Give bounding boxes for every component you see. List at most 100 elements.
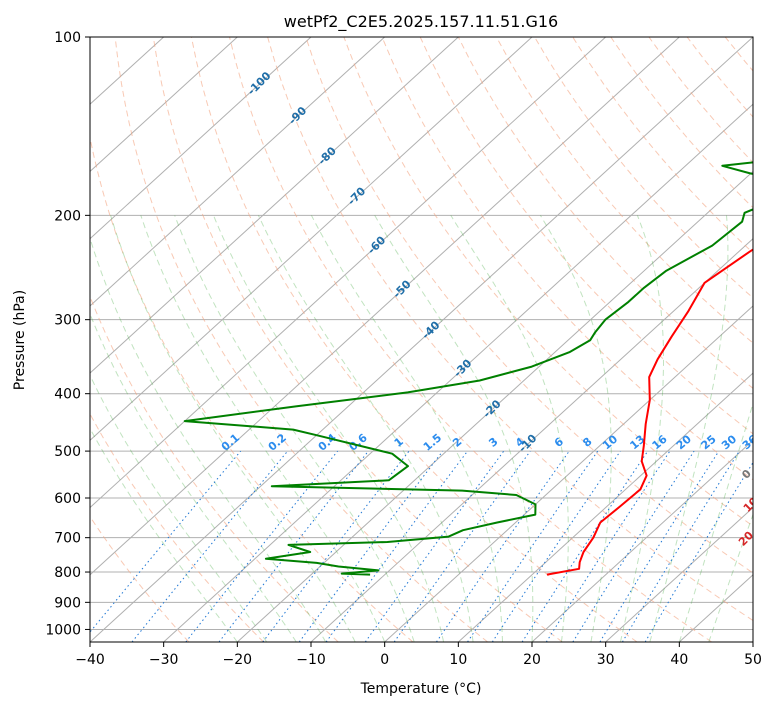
x-tick-label: −20 bbox=[223, 652, 253, 668]
y-tick-label: 800 bbox=[54, 565, 81, 581]
dewpoint-profile-line bbox=[183, 161, 753, 576]
mixing-ratio-line bbox=[545, 450, 671, 642]
dry-adiabat-line bbox=[343, 37, 753, 527]
isotherm-line bbox=[90, 37, 238, 173]
mixing-ratio-line bbox=[435, 450, 570, 642]
dry-adiabat-line bbox=[152, 37, 563, 642]
x-tick-label: 10 bbox=[449, 652, 467, 668]
dry-adiabat-line bbox=[686, 37, 753, 118]
x-tick-label: 0 bbox=[380, 652, 389, 668]
y-tick-label: 600 bbox=[54, 491, 81, 507]
moist-adiabat-line bbox=[90, 427, 238, 642]
mixing-ratio-line bbox=[599, 450, 720, 642]
sounding-profiles bbox=[183, 161, 753, 576]
mixing-ratio-line bbox=[90, 450, 242, 633]
mixing-ratio-line bbox=[521, 450, 649, 642]
y-tick-label: 1000 bbox=[45, 622, 81, 638]
moist-adiabat-line bbox=[140, 215, 386, 642]
moist-adiabat-line bbox=[110, 215, 356, 642]
x-tick-label: −40 bbox=[75, 652, 105, 668]
dry-adiabat-line bbox=[724, 37, 753, 72]
isotherm-line bbox=[90, 37, 533, 442]
moist-adiabat-line bbox=[450, 215, 569, 642]
y-tick-label: 900 bbox=[54, 595, 81, 611]
dry-adiabat-line bbox=[267, 37, 753, 622]
plot-frame bbox=[89, 36, 754, 643]
y-tick-label: 400 bbox=[54, 387, 81, 403]
mixing-ratio-line bbox=[621, 450, 740, 642]
mixing-ratio-label: 8 bbox=[580, 435, 594, 450]
x-tick-label: 20 bbox=[523, 652, 541, 668]
mixing-ratio-label: 3 bbox=[486, 435, 500, 450]
moist-adiabat-line bbox=[174, 215, 415, 642]
mixing-ratio-line bbox=[262, 450, 410, 642]
isotherm-line bbox=[457, 372, 753, 642]
isotherm-label: -100 bbox=[245, 69, 274, 98]
y-tick-label: 300 bbox=[54, 313, 81, 329]
mixing-ratio-line bbox=[644, 461, 753, 642]
dry-adiabat-line bbox=[381, 37, 753, 481]
mixing-ratio-label: 30 bbox=[719, 432, 739, 452]
mixing-ratio-line bbox=[131, 450, 288, 642]
mixing-ratio-line bbox=[491, 450, 621, 642]
x-axis-title: Temperature (°C) bbox=[360, 681, 482, 697]
mixing-ratio-line bbox=[572, 450, 695, 642]
mixing-ratio-label: 10 bbox=[600, 432, 620, 452]
dry-adiabat-line bbox=[90, 295, 339, 642]
mixing-ratio-label: 6 bbox=[552, 435, 566, 450]
isotherm-line bbox=[90, 37, 753, 642]
mixing-ratio-label: 0.1 bbox=[219, 431, 242, 453]
y-tick-label: 700 bbox=[54, 531, 81, 547]
y-axis-title: Pressure (hPa) bbox=[12, 290, 28, 390]
isotherm-line bbox=[605, 506, 753, 642]
dry-adiabat-line bbox=[90, 135, 414, 642]
dry-adiabat-line bbox=[190, 37, 638, 642]
isotherm-line bbox=[752, 641, 753, 642]
moist-adiabat-line bbox=[649, 215, 729, 642]
isotherm-line bbox=[236, 170, 753, 642]
x-tick-label: 50 bbox=[744, 652, 762, 668]
chart-title: wetPf2_C2E5.2025.157.11.51.G16 bbox=[284, 12, 558, 32]
moist-adiabat-line bbox=[310, 215, 503, 642]
isotherm-line bbox=[90, 37, 607, 509]
background-lines bbox=[90, 37, 753, 642]
temperature-profile-line bbox=[546, 248, 753, 576]
moist-adiabat-line bbox=[90, 236, 327, 642]
isotherm-line bbox=[90, 37, 680, 576]
isotherm-line bbox=[163, 103, 753, 642]
moist-adiabat-line bbox=[257, 215, 474, 642]
x-tick-label: 30 bbox=[597, 652, 615, 668]
dry-adiabat-line bbox=[90, 515, 190, 642]
mixing-ratio-label: 0.4 bbox=[316, 431, 340, 454]
x-axis: −40 −30 −20 −10 0 10 20 30 40 50 bbox=[75, 642, 762, 668]
isotherm-line bbox=[90, 37, 386, 307]
isotherm-line bbox=[90, 37, 459, 374]
dry-adiabat-line bbox=[648, 37, 753, 164]
dry-adiabat-line bbox=[534, 37, 753, 299]
y-tick-label: 100 bbox=[54, 30, 81, 46]
moist-adiabat-label: 40 bbox=[764, 586, 775, 606]
isotherm-line bbox=[310, 237, 753, 642]
moist-adiabat-line bbox=[213, 215, 445, 642]
dry-adiabat-line bbox=[495, 37, 753, 344]
x-tick-label: −10 bbox=[296, 652, 326, 668]
x-tick-label: −30 bbox=[149, 652, 179, 668]
mixing-ratio-line bbox=[298, 450, 444, 642]
moist-adiabat-line bbox=[90, 374, 268, 642]
y-tick-label: 200 bbox=[54, 208, 81, 224]
isotherm-line bbox=[90, 37, 312, 240]
dry-adiabat-line bbox=[229, 37, 712, 642]
isotherm-line bbox=[384, 305, 753, 642]
mixing-ratio-label: 1 bbox=[392, 435, 406, 450]
moist-adiabat-label: 30 bbox=[751, 557, 771, 577]
moist-adiabat-line bbox=[374, 215, 534, 642]
dry-adiabat-line bbox=[114, 37, 488, 642]
dry-adiabat-line bbox=[457, 37, 753, 389]
mixing-ratio-label: 1.5 bbox=[421, 431, 444, 453]
dry-adiabat-line bbox=[419, 37, 753, 435]
dry-adiabat-line bbox=[610, 37, 753, 209]
mixing-ratio-label: 0.2 bbox=[266, 431, 289, 453]
x-tick-label: 40 bbox=[670, 652, 688, 668]
mixing-ratio-line bbox=[467, 450, 599, 642]
mixing-ratio-label: 0.6 bbox=[346, 431, 370, 454]
